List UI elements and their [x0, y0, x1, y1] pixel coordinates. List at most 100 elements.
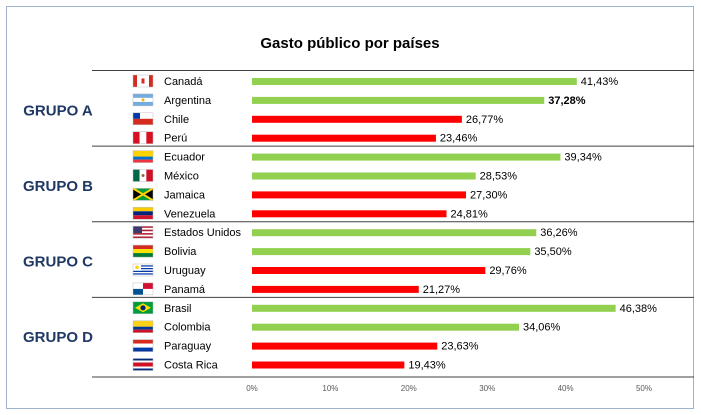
flag-part: [133, 112, 153, 119]
flag-part: [133, 150, 153, 157]
uruguay-flag: [132, 263, 154, 277]
x-tick-label: 10%: [322, 384, 338, 393]
flag-part: [133, 226, 142, 234]
flag-part: [133, 101, 153, 106]
country-label: Brasil: [164, 303, 192, 315]
group-label: GRUPO C: [23, 254, 93, 271]
flag-part: [133, 93, 153, 98]
data-label: 37,28%: [548, 95, 586, 107]
flag-part: [133, 234, 153, 237]
chile-flag: [132, 112, 154, 126]
data-label: 26,77%: [466, 114, 504, 126]
costa-rica-flag: [132, 358, 154, 371]
flag-part: [135, 265, 139, 270]
flag-part: [146, 169, 153, 182]
flag-part: [133, 288, 143, 295]
flag-part: [140, 305, 146, 311]
data-bar: [252, 78, 577, 85]
country-label: Bolivia: [164, 246, 197, 258]
flag-part: [133, 131, 140, 144]
argentina-flag: [132, 93, 154, 107]
data-bar: [252, 191, 467, 199]
flag-border: [132, 188, 154, 201]
flag-part: [133, 245, 153, 250]
flag-part: [143, 282, 153, 289]
x-tick-label: 50%: [636, 384, 652, 393]
peru-flag: [132, 131, 154, 144]
flag-part: [133, 265, 153, 267]
flag-part: [133, 266, 153, 268]
data-bar: [252, 172, 476, 180]
bolivia-flag: [132, 244, 154, 258]
chart-frame: [6, 6, 694, 409]
data-bar: [252, 248, 531, 256]
country-label: Panamá: [164, 284, 206, 296]
flag-part: [133, 207, 153, 212]
x-tick-label: 0%: [246, 384, 258, 393]
flag-border: [132, 263, 154, 277]
data-bar: [252, 342, 438, 350]
flag-border: [132, 74, 154, 88]
flag-part: [133, 326, 153, 330]
x-tick-label: 20%: [401, 384, 417, 393]
flag-part: [133, 169, 140, 182]
flag-part: [146, 75, 153, 87]
flag-part: [133, 159, 153, 163]
data-bar: [252, 134, 436, 142]
group-label: GRUPO A: [23, 102, 93, 119]
flag-part: [133, 229, 153, 232]
flag-part: [146, 131, 153, 144]
flag-part: [133, 272, 153, 274]
country-label: Jamaica: [164, 189, 206, 201]
brazil-flag: [132, 301, 154, 315]
country-label: Estados Unidos: [164, 227, 242, 239]
flag-border: [132, 93, 154, 107]
flag-border: [132, 358, 154, 371]
colombia-flag: [132, 320, 154, 333]
data-label: 23,46%: [440, 133, 478, 145]
data-label: 23,63%: [441, 341, 479, 353]
usa-flag: [132, 225, 154, 239]
country-label: Canadá: [164, 76, 203, 88]
flag-part: [133, 112, 140, 119]
country-label: Venezuela: [164, 208, 216, 220]
data-label: 28,53%: [480, 171, 518, 183]
group-label: GRUPO B: [23, 178, 93, 195]
flag-border: [132, 301, 154, 315]
flag-part: [133, 215, 153, 220]
flag-border: [132, 320, 154, 333]
flag-part: [133, 253, 153, 258]
data-label: 36,26%: [540, 227, 578, 239]
flag-part: [133, 264, 153, 266]
flag-border: [132, 244, 154, 258]
flag-part: [133, 320, 153, 327]
data-label: 27,30%: [470, 189, 508, 201]
data-label: 29,76%: [489, 265, 527, 277]
canada-flag: [132, 74, 154, 88]
flag-border: [132, 282, 154, 296]
flag-part: [133, 75, 140, 87]
flag-part: [143, 188, 153, 201]
x-tick-label: 40%: [558, 384, 574, 393]
data-bar: [252, 267, 486, 274]
data-bar: [252, 210, 447, 218]
country-label: Chile: [164, 114, 189, 126]
data-label: 24,81%: [451, 208, 489, 220]
flag-part: [133, 270, 153, 272]
country-label: Paraguay: [164, 341, 212, 353]
chart-title: Gasto público por países: [260, 35, 439, 52]
flag-part: [133, 273, 153, 275]
country-label: México: [164, 171, 199, 183]
country-label: Argentina: [164, 95, 212, 107]
flag-border: [132, 225, 154, 239]
flag-part: [133, 268, 153, 270]
mexico-flag: [132, 169, 154, 182]
flag-part: [133, 236, 153, 239]
flag-border: [132, 112, 154, 126]
data-label: 35,50%: [534, 246, 572, 258]
data-label: 34,06%: [523, 322, 561, 334]
flag-border: [132, 131, 154, 144]
flag-part: [141, 98, 145, 102]
flag-part: [133, 226, 153, 228]
